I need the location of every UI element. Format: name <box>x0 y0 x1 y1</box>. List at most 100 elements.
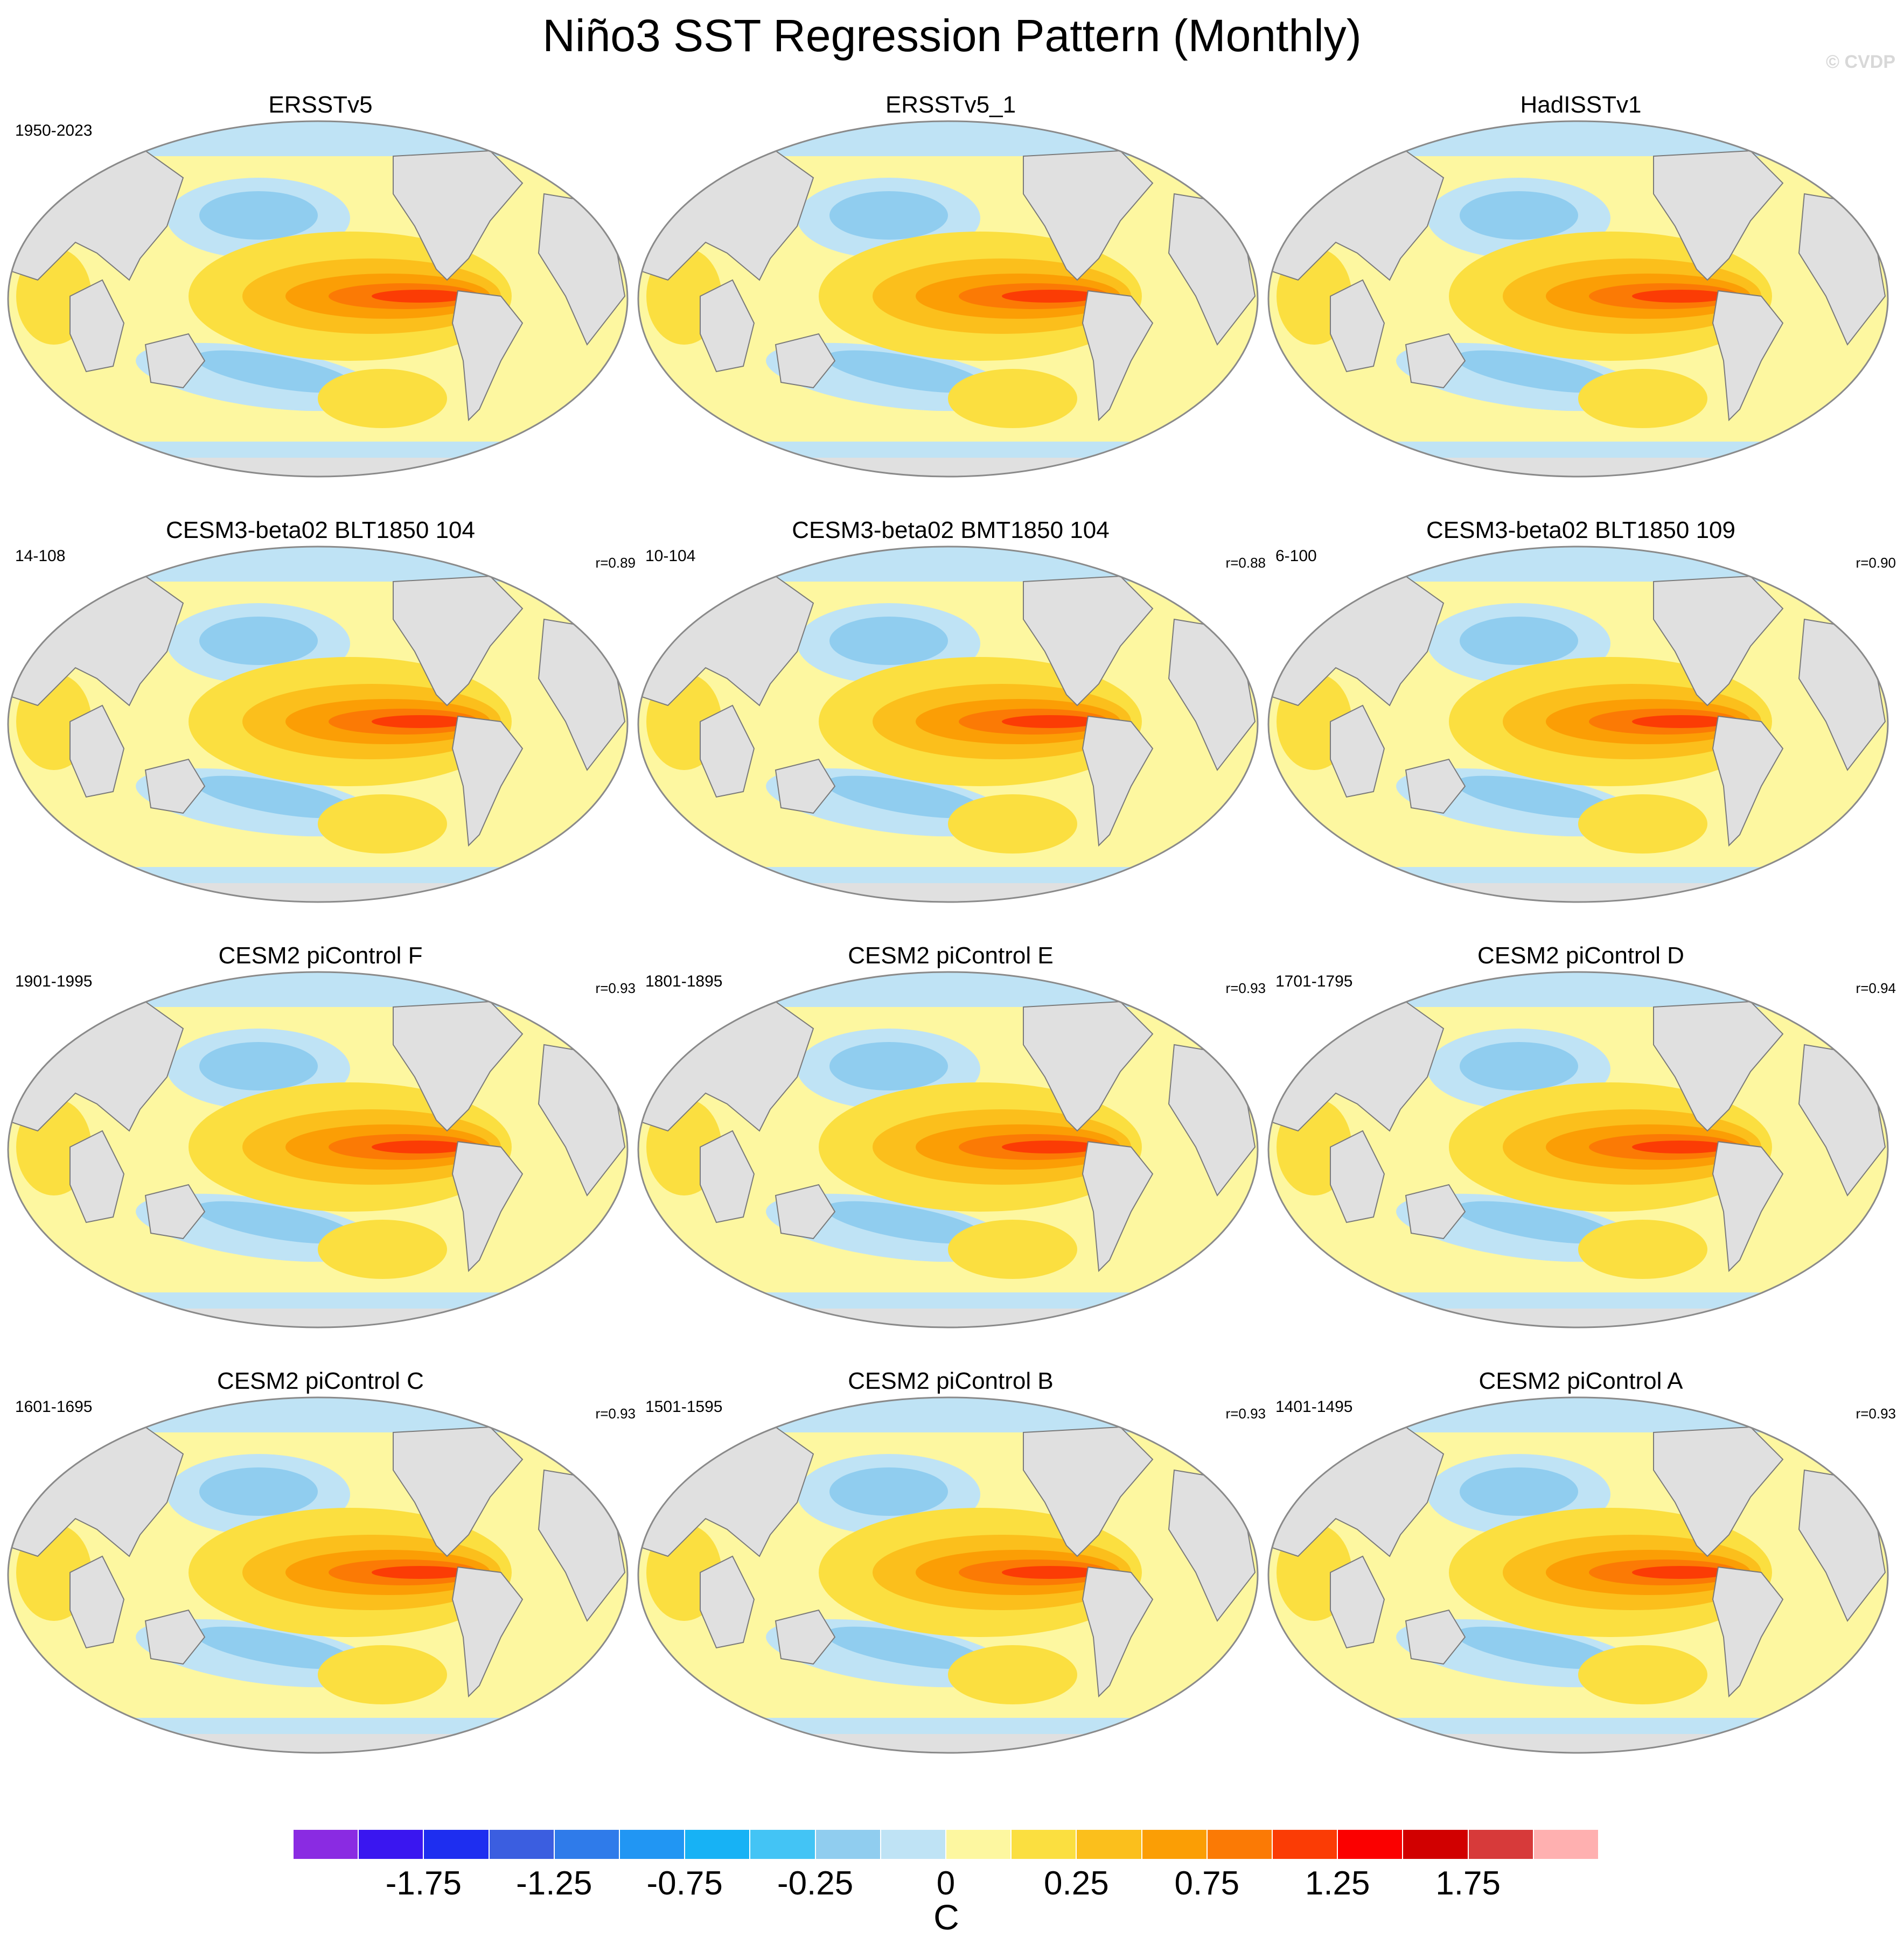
map-outline <box>1267 120 1889 478</box>
panel-correlation: r=0.90 <box>1856 555 1896 571</box>
north-pacific-cool-core <box>829 1467 948 1516</box>
warm-tongue-1.25 <box>1632 290 1729 303</box>
north-america-land <box>1653 1426 1784 1557</box>
south-pacific-cool-core <box>195 775 354 819</box>
sst-map <box>637 120 1259 478</box>
map-panel: CESM2 piControl A 1401-1495 r=0.93 <box>1266 1368 1896 1793</box>
north-pacific-cool-core <box>199 617 318 665</box>
panel-period: 1701-1795 <box>1275 973 1353 990</box>
africa-land <box>69 704 125 798</box>
arctic-band <box>8 1397 627 1432</box>
north-pacific-cool-core <box>829 617 948 665</box>
africa-land <box>700 704 755 798</box>
panel-title: CESM3-beta02 BLT1850 109 <box>1426 517 1735 543</box>
south-america-land <box>1082 715 1154 847</box>
map-container <box>636 118 1260 482</box>
panel-period: 10-104 <box>645 547 696 565</box>
africa-land <box>1330 1555 1385 1649</box>
panel-title: HadISSTv1 <box>1520 92 1642 118</box>
map-panel: CESM2 piControl B 1501-1595 r=0.93 <box>636 1368 1266 1793</box>
panel-title: CESM2 piControl E <box>848 942 1054 969</box>
colorbar-swatch <box>1076 1829 1142 1859</box>
map-outline <box>1267 1396 1889 1754</box>
australia-land <box>144 333 206 389</box>
panel-correlation: r=0.93 <box>595 1405 636 1422</box>
map-outline <box>637 971 1259 1328</box>
south-pacific-cool-core <box>1455 1201 1615 1244</box>
south-pacific-warm <box>948 794 1077 854</box>
warm-tongue-1.25 <box>1002 290 1099 303</box>
colorbar-swatch <box>489 1829 554 1859</box>
africa-land <box>700 1555 755 1649</box>
colorbar-tick-label: 0.25 <box>1044 1865 1109 1902</box>
south-pacific-cool-core <box>1455 1626 1615 1669</box>
warm-tongue-1.25 <box>1632 1141 1729 1153</box>
map-panel: CESM2 piControl E 1801-1895 r=0.93 <box>636 942 1266 1368</box>
north-pacific-cool-core <box>199 191 318 240</box>
panel-correlation: r=0.93 <box>595 980 636 996</box>
australia-land <box>1405 1609 1466 1665</box>
map-panel: CESM2 piControl D 1701-1795 r=0.94 <box>1266 942 1896 1368</box>
warm-tongue-1.25 <box>372 1566 469 1579</box>
south-pacific-warm <box>948 369 1077 428</box>
warm-tongue-1.25 <box>372 290 469 303</box>
colorbar-swatch <box>1533 1829 1599 1859</box>
australia-land <box>144 1184 206 1240</box>
map-panel: CESM2 piControl F 1901-1995 r=0.93 <box>5 942 636 1368</box>
panel-correlation: r=0.93 <box>1856 1405 1896 1422</box>
map-container <box>1266 118 1891 482</box>
map-outline <box>1267 971 1889 1328</box>
sst-map <box>637 546 1259 903</box>
copyright-label: © CVDP <box>1826 52 1895 72</box>
colorbar-swatch <box>880 1829 946 1859</box>
north-america-land <box>393 150 524 281</box>
south-pacific-warm <box>948 1645 1077 1704</box>
colorbar-swatch <box>1011 1829 1077 1859</box>
panel-title: ERSSTv5_1 <box>885 92 1016 118</box>
arctic-band <box>638 121 1258 156</box>
colorbar-swatch <box>423 1829 489 1859</box>
south-america-land <box>1082 1566 1154 1698</box>
panel-period: 1401-1495 <box>1275 1398 1353 1416</box>
panel-correlation: r=0.88 <box>1225 555 1266 571</box>
panel-title: CESM2 piControl D <box>1477 942 1684 969</box>
north-pacific-cool-core <box>199 1042 318 1090</box>
africa-land <box>700 279 755 373</box>
colorbar-tick-label: 1.25 <box>1305 1865 1370 1902</box>
map-outline <box>7 1396 629 1754</box>
south-america-land <box>1712 290 1784 422</box>
panel-title: CESM2 piControl B <box>848 1368 1054 1394</box>
north-pacific-cool-core <box>1460 617 1578 665</box>
north-america-land <box>393 1001 524 1132</box>
warm-tongue-1.25 <box>1632 1566 1729 1579</box>
north-america-land <box>1653 1001 1784 1132</box>
sst-map <box>7 1396 629 1754</box>
south-pacific-cool-core <box>195 350 354 393</box>
arctic-band <box>8 972 627 1007</box>
colorbar-tick-label: -0.75 <box>646 1865 723 1902</box>
australia-land <box>775 758 836 814</box>
colorbar-swatch <box>1141 1829 1207 1859</box>
arctic-band <box>1268 547 1888 582</box>
colorbar-swatch <box>946 1829 1012 1859</box>
south-pacific-warm <box>318 1645 447 1704</box>
warm-tongue-1.25 <box>372 1141 469 1153</box>
sst-map <box>7 120 629 478</box>
australia-land <box>144 1609 206 1665</box>
panel-title: CESM3-beta02 BLT1850 104 <box>166 517 475 543</box>
arctic-band <box>638 547 1258 582</box>
south-pacific-cool-core <box>195 1201 354 1244</box>
arctic-band <box>8 121 627 156</box>
africa-land <box>700 1130 755 1223</box>
north-pacific-cool-core <box>829 1042 948 1090</box>
south-pacific-warm <box>318 369 447 428</box>
australia-land <box>144 758 206 814</box>
panel-correlation: r=0.94 <box>1856 980 1896 996</box>
sst-map <box>1267 971 1889 1328</box>
colorbar-tick-label: -1.25 <box>516 1865 592 1902</box>
map-outline <box>637 546 1259 903</box>
north-pacific-cool-core <box>1460 191 1578 240</box>
colorbar-tick-label: -1.75 <box>385 1865 462 1902</box>
panel-period: 1601-1695 <box>15 1398 93 1416</box>
map-outline <box>7 971 629 1328</box>
